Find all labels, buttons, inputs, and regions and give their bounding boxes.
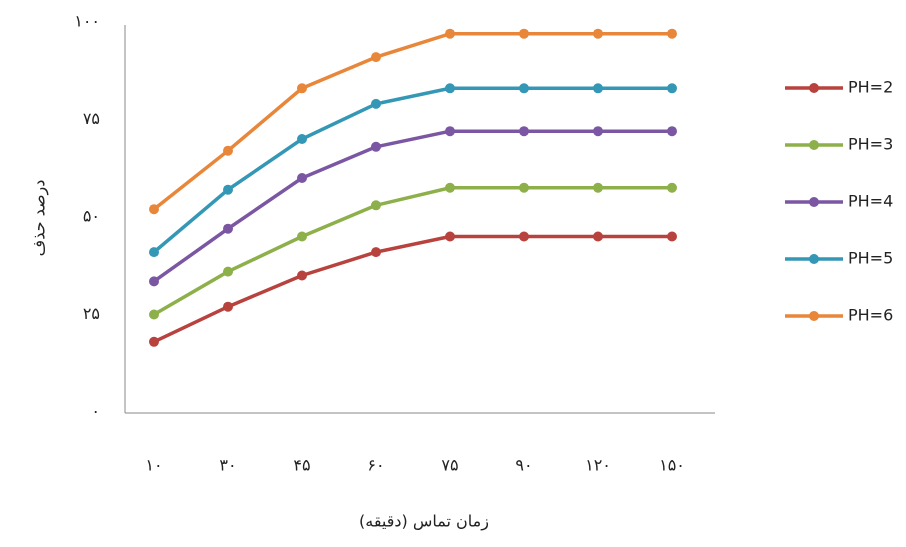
point: [667, 231, 677, 242]
point: [297, 83, 307, 94]
series-line: [152, 86, 672, 254]
series-line: [152, 129, 672, 283]
series-line: [153, 186, 672, 317]
point: [445, 28, 455, 39]
point: [519, 231, 529, 242]
y-tick-label: ۵۰: [83, 207, 100, 226]
x-tick-label: ۳۰: [219, 456, 236, 475]
y-axis-label: درصد حذف: [30, 180, 50, 257]
x-tick-label: ۶۰: [367, 456, 384, 475]
y-tick-label: ۲۵: [83, 304, 100, 323]
legend-marker: [809, 83, 819, 93]
x-tick-label: ۴۵: [293, 456, 310, 475]
point: [519, 83, 529, 94]
point: [593, 83, 603, 94]
legend-label: PH=4: [848, 192, 893, 211]
legend-marker: [809, 140, 819, 150]
point: [149, 247, 159, 258]
y-tick-label: ۱۰۰: [74, 12, 100, 31]
point: [371, 200, 381, 211]
point: [593, 182, 603, 193]
legend-marker: [809, 311, 819, 321]
point: [593, 231, 603, 242]
point: [445, 83, 455, 94]
x-tick-label: ۷۵: [441, 456, 458, 475]
point: [371, 247, 381, 258]
point: [667, 182, 677, 193]
legend-label: PH=3: [848, 135, 893, 154]
point: [297, 173, 307, 183]
point: [223, 301, 233, 312]
x-tick-label: ۹۰: [515, 456, 532, 475]
point: [149, 204, 159, 215]
x-tick-label: ۱۰: [145, 456, 162, 475]
point: [149, 309, 159, 320]
point: [223, 145, 233, 156]
point: [445, 126, 455, 137]
point: [371, 52, 381, 63]
x-tick-label: ۱۲۰: [585, 456, 611, 475]
series-line: [152, 31, 672, 211]
legend-label: PH=6: [848, 306, 893, 325]
point: [223, 184, 233, 195]
point: [445, 182, 455, 193]
point: [297, 231, 307, 242]
point: [445, 231, 455, 242]
legend-marker: [809, 254, 819, 264]
y-tick-label: ۷۵: [83, 109, 100, 128]
point: [371, 141, 381, 152]
point: [593, 126, 603, 137]
legend-marker: [809, 197, 819, 207]
legend-label: PH=2: [848, 78, 893, 97]
point: [519, 126, 529, 137]
point: [519, 182, 529, 193]
legend-label: PH=5: [848, 249, 893, 268]
point: [149, 276, 159, 287]
point: [667, 83, 677, 94]
x-axis-label: زمان تماس (دقیقه): [359, 512, 489, 532]
point: [371, 98, 381, 109]
point: [667, 126, 677, 137]
point: [593, 28, 603, 39]
point: [149, 336, 159, 347]
series-line: [153, 234, 672, 344]
point: [223, 223, 233, 234]
y-tick-label: ۰: [91, 402, 100, 421]
point: [519, 28, 529, 39]
point: [297, 134, 307, 144]
x-tick-label: ۱۵۰: [659, 456, 685, 475]
point: [667, 28, 677, 39]
point: [297, 270, 307, 281]
point: [223, 266, 233, 277]
